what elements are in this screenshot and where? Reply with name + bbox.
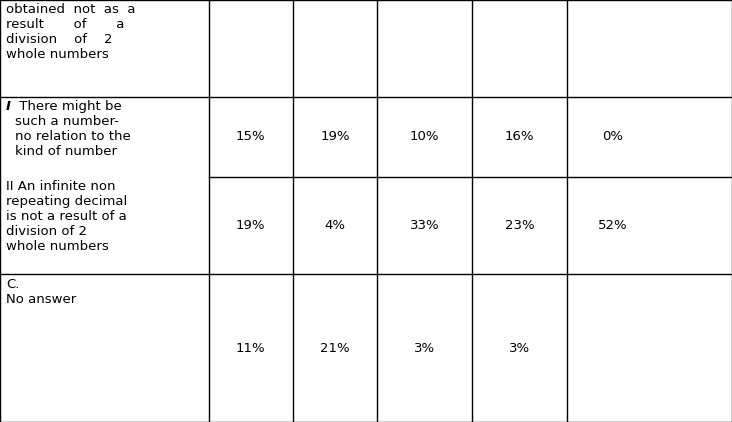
Text: obtained  not  as  a
result       of       a
division    of    2
whole numbers: obtained not as a result of a division o… (6, 3, 135, 61)
Text: 33%: 33% (410, 219, 439, 232)
Text: 16%: 16% (505, 130, 534, 143)
Text: 19%: 19% (320, 130, 350, 143)
Text: 0%: 0% (602, 130, 624, 143)
Text: 3%: 3% (414, 342, 435, 354)
Text: 10%: 10% (410, 130, 439, 143)
Text: C.
No answer: C. No answer (6, 278, 76, 306)
Text: 3%: 3% (509, 342, 530, 354)
Text: 23%: 23% (505, 219, 534, 232)
Text: II An infinite non
repeating decimal
is not a result of a
division of 2
whole nu: II An infinite non repeating decimal is … (6, 180, 127, 253)
Text: 4%: 4% (324, 219, 346, 232)
Text: 19%: 19% (236, 219, 266, 232)
Text: I: I (6, 100, 11, 114)
Text: There might be
such a number-
no relation to the
kind of number: There might be such a number- no relatio… (15, 100, 131, 158)
Text: 52%: 52% (598, 219, 628, 232)
Text: 11%: 11% (236, 342, 266, 354)
Text: 21%: 21% (320, 342, 350, 354)
Text: 15%: 15% (236, 130, 266, 143)
